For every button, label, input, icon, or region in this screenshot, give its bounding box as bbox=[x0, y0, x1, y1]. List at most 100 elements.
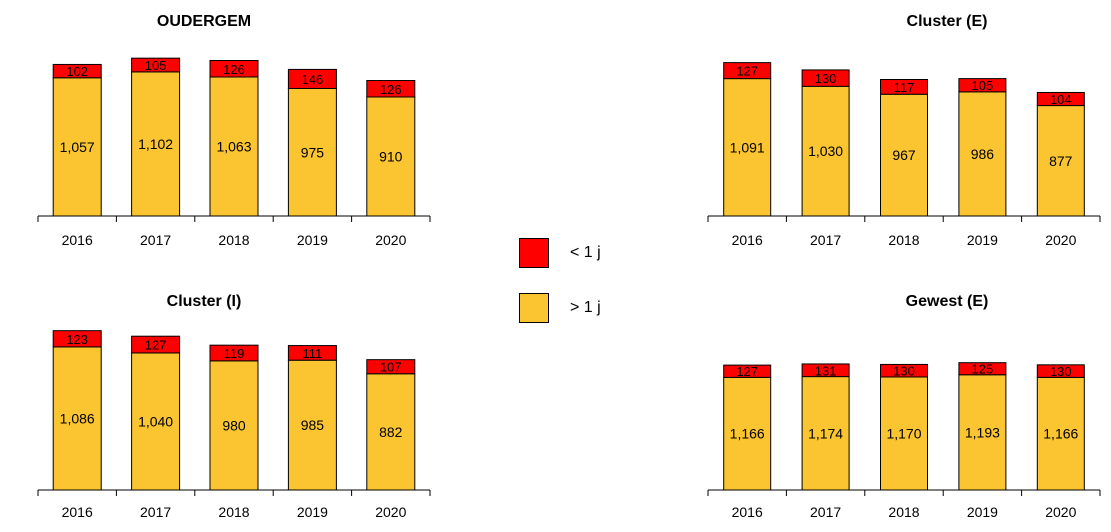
chart-svg: Cluster (E) 1,091 127 2016 1,030 130 2017 967 11… bbox=[707, 13, 1101, 248]
x-tick-label: 2019 bbox=[967, 504, 998, 520]
bar-segment-lower bbox=[1036, 105, 1085, 217]
x-tick-label: 2016 bbox=[62, 504, 93, 520]
data-label-upper: 117 bbox=[894, 80, 915, 95]
chart-cluster-e: Cluster (E) 1,091 127 2016 1,030 130 2017 967 11… bbox=[680, 0, 1111, 267]
bar-segment-lower bbox=[801, 376, 850, 491]
data-label-lower: 1,174 bbox=[808, 425, 843, 441]
bar-segment-upper bbox=[958, 78, 1007, 93]
bar-segment-upper bbox=[287, 345, 337, 361]
data-label-upper: 146 bbox=[302, 72, 324, 87]
bar-segment-lower bbox=[209, 360, 259, 491]
data-label-upper: 130 bbox=[1050, 364, 1072, 379]
x-tick-label: 2017 bbox=[140, 504, 171, 520]
bar-segment-upper bbox=[801, 69, 850, 87]
bar-segment-upper bbox=[1036, 91, 1085, 107]
data-label-upper: 107 bbox=[380, 360, 402, 375]
chart-title: Cluster (E) bbox=[907, 13, 988, 30]
bar-segment-upper bbox=[880, 78, 928, 95]
chart-svg: OUDERGEM 1,057 102 2016 1,102 105 2017 1,063 126… bbox=[37, 13, 431, 248]
data-label-lower: 1,170 bbox=[886, 425, 921, 441]
data-label-lower: 1,193 bbox=[965, 424, 1000, 440]
bar-segment-upper bbox=[1036, 364, 1085, 378]
data-label-lower: 1,086 bbox=[60, 410, 95, 426]
legend-label-lower: > 1 j bbox=[570, 299, 601, 316]
data-label-lower: 882 bbox=[379, 424, 403, 440]
data-label-upper: 111 bbox=[303, 346, 323, 361]
legend-item-lower: > 1 j bbox=[519, 293, 639, 323]
chart-title: Cluster (I) bbox=[167, 293, 242, 310]
data-label-upper: 105 bbox=[145, 58, 167, 73]
x-tick-label: 2020 bbox=[375, 504, 406, 520]
data-label-lower: 986 bbox=[971, 146, 995, 162]
bar-segment-lower bbox=[52, 346, 102, 491]
bar-segment-lower bbox=[131, 352, 181, 491]
data-label-upper: 104 bbox=[1050, 92, 1072, 107]
bar-segment-lower bbox=[52, 77, 102, 217]
chart-cluster-i: Cluster (I) 1,086 123 2016 1,040 127 2017 980 11… bbox=[0, 264, 440, 532]
data-label-upper: 119 bbox=[224, 346, 245, 361]
data-label-upper: 131 bbox=[815, 363, 837, 378]
chart-title: OUDERGEM bbox=[157, 13, 251, 30]
bar-segment-lower bbox=[366, 373, 416, 491]
x-tick-label: 2020 bbox=[375, 232, 406, 248]
bar-segment-lower bbox=[723, 78, 772, 217]
bar-segment-upper bbox=[958, 362, 1007, 376]
bar-segment-lower bbox=[958, 91, 1007, 217]
bar-segment-upper bbox=[209, 60, 259, 78]
x-tick-label: 2016 bbox=[62, 232, 93, 248]
x-tick-label: 2016 bbox=[732, 232, 763, 248]
bar-segment-lower bbox=[287, 359, 337, 491]
data-label-upper: 105 bbox=[972, 78, 994, 93]
legend-swatch-upper bbox=[519, 238, 549, 268]
x-tick-label: 2018 bbox=[888, 232, 919, 248]
bar-segment-upper bbox=[209, 344, 259, 362]
legend-item-upper: < 1 j bbox=[519, 238, 639, 268]
bar-segment-lower bbox=[131, 71, 181, 217]
bar-segment-upper bbox=[723, 364, 772, 378]
x-tick-label: 2019 bbox=[297, 504, 328, 520]
chart-oudergem: OUDERGEM 1,057 102 2016 1,102 105 2017 1,063 126… bbox=[0, 0, 440, 267]
bar-segment-upper bbox=[131, 335, 181, 354]
bar-segment-upper bbox=[723, 62, 772, 80]
data-label-lower: 980 bbox=[222, 417, 246, 433]
data-label-lower: 1,102 bbox=[138, 136, 173, 152]
legend: < 1 j > 1 j bbox=[519, 238, 639, 348]
x-tick-label: 2018 bbox=[218, 504, 249, 520]
data-label-upper: 130 bbox=[815, 71, 837, 86]
data-label-lower: 877 bbox=[1049, 153, 1073, 169]
chart-gewest-e: Gewest (E) 1,166 127 2016 1,174 131 2017 1,170 1… bbox=[680, 264, 1111, 532]
bar-segment-lower bbox=[801, 85, 850, 217]
chart-svg: Gewest (E) 1,166 127 2016 1,174 131 2017 1,170 1… bbox=[707, 293, 1101, 520]
x-tick-label: 2020 bbox=[1045, 504, 1076, 520]
data-label-upper: 125 bbox=[972, 362, 994, 377]
data-label-lower: 1,063 bbox=[216, 138, 251, 154]
bar-segment-lower bbox=[366, 96, 416, 217]
data-label-lower: 910 bbox=[379, 149, 403, 165]
bar-segment-upper bbox=[287, 68, 337, 89]
data-label-lower: 1,166 bbox=[730, 426, 765, 442]
legend-swatch-lower bbox=[519, 293, 549, 323]
x-tick-label: 2019 bbox=[297, 232, 328, 248]
bar-segment-upper bbox=[366, 80, 416, 98]
data-label-lower: 1,040 bbox=[138, 413, 173, 429]
x-tick-label: 2017 bbox=[140, 232, 171, 248]
data-label-upper: 127 bbox=[736, 364, 758, 379]
x-tick-label: 2016 bbox=[732, 504, 763, 520]
chart-title: Gewest (E) bbox=[906, 293, 989, 310]
data-label-lower: 1,166 bbox=[1043, 426, 1078, 442]
x-tick-label: 2018 bbox=[888, 504, 919, 520]
bar-segment-upper bbox=[52, 330, 102, 348]
legend-label-upper: < 1 j bbox=[570, 244, 601, 261]
x-tick-label: 2018 bbox=[218, 232, 249, 248]
data-label-lower: 985 bbox=[301, 417, 325, 433]
data-label-upper: 130 bbox=[893, 364, 915, 379]
data-label-upper: 126 bbox=[380, 82, 402, 97]
bar-segment-lower bbox=[880, 93, 928, 217]
bar-segment-lower bbox=[209, 76, 259, 217]
bar-segment-upper bbox=[366, 359, 416, 375]
data-label-lower: 975 bbox=[301, 144, 325, 160]
bar-segment-upper bbox=[801, 363, 850, 378]
x-tick-label: 2017 bbox=[810, 232, 841, 248]
bar-segment-lower bbox=[287, 88, 337, 217]
data-label-lower: 1,030 bbox=[808, 143, 843, 159]
